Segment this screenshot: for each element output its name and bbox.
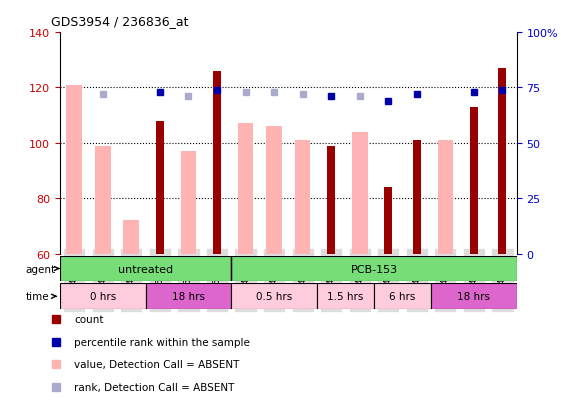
Text: time: time <box>26 292 56 301</box>
Text: count: count <box>74 315 104 325</box>
Bar <box>95 146 111 254</box>
Bar <box>413 141 421 254</box>
Text: 0.5 hrs: 0.5 hrs <box>256 292 292 301</box>
Bar <box>238 124 254 254</box>
Text: GDS3954 / 236836_at: GDS3954 / 236836_at <box>51 15 188 28</box>
Bar <box>156 121 164 254</box>
Bar <box>213 72 221 254</box>
Bar <box>317 284 374 309</box>
Bar <box>384 188 392 254</box>
Bar <box>431 284 517 309</box>
Text: 18 hrs: 18 hrs <box>172 292 205 301</box>
Bar <box>60 256 231 282</box>
Bar <box>180 152 196 254</box>
Bar <box>295 141 311 254</box>
Text: 18 hrs: 18 hrs <box>457 292 490 301</box>
Bar <box>374 284 431 309</box>
Bar <box>146 284 231 309</box>
Bar <box>231 256 517 282</box>
Bar <box>266 127 282 254</box>
Bar <box>123 221 139 254</box>
Bar <box>66 85 82 254</box>
Text: rank, Detection Call = ABSENT: rank, Detection Call = ABSENT <box>74 382 235 392</box>
Text: 0 hrs: 0 hrs <box>90 292 116 301</box>
Text: 1.5 hrs: 1.5 hrs <box>327 292 364 301</box>
Text: 6 hrs: 6 hrs <box>389 292 416 301</box>
Bar <box>470 108 478 254</box>
Bar <box>327 146 335 254</box>
Bar <box>60 284 146 309</box>
Text: agent: agent <box>26 264 59 274</box>
Text: PCB-153: PCB-153 <box>351 264 397 274</box>
Bar <box>437 141 453 254</box>
Text: value, Detection Call = ABSENT: value, Detection Call = ABSENT <box>74 359 240 369</box>
Text: percentile rank within the sample: percentile rank within the sample <box>74 337 250 347</box>
Bar <box>231 284 317 309</box>
Text: untreated: untreated <box>118 264 173 274</box>
Bar <box>352 133 368 254</box>
Bar <box>498 69 506 254</box>
